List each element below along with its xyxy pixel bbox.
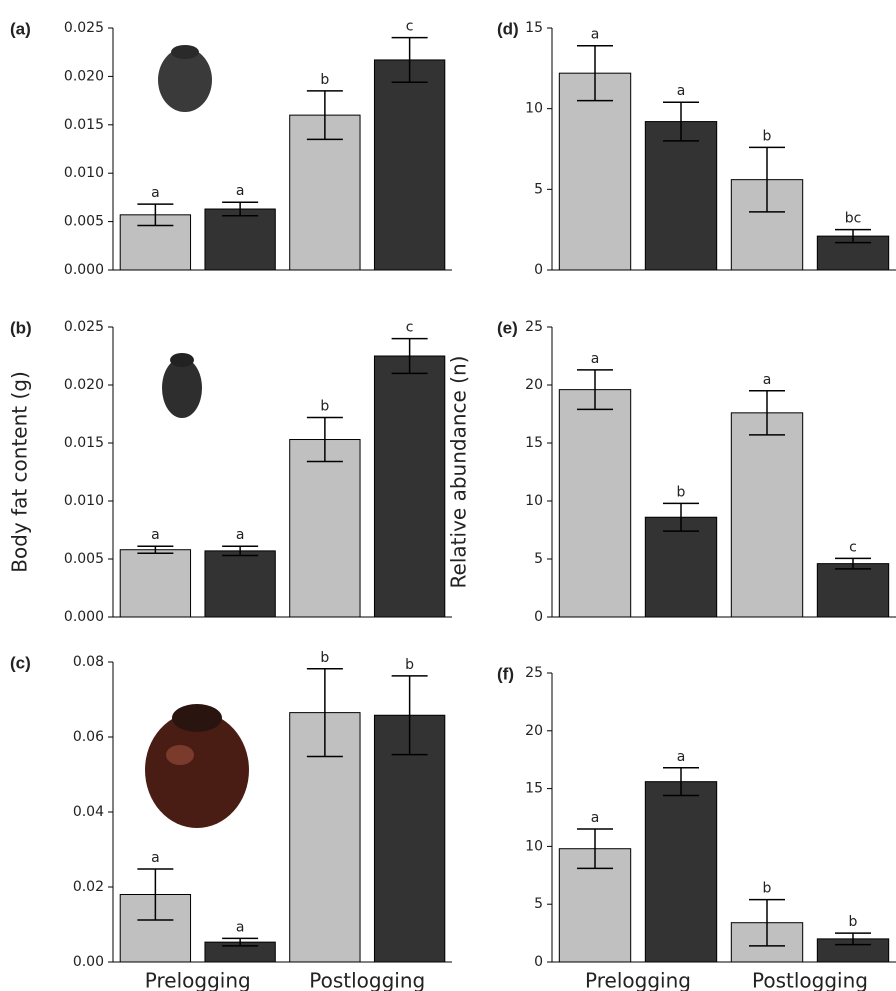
y-tick-label: 0.025 [64,20,104,36]
significance-letter: b [763,881,772,897]
y-tick-label: 25 [525,319,543,335]
significance-letter: a [591,27,600,43]
bar [645,517,716,617]
panel-label: (c) [10,653,31,672]
bar [817,564,888,617]
significance-letter: bc [845,211,862,227]
significance-letter: a [591,351,600,367]
panel-label: (a) [10,19,31,38]
y-axis-label: Relative abundance (n) [447,356,471,589]
y-tick-label: 10 [525,101,543,117]
x-group-label: Prelogging [585,969,691,991]
y-tick-label: 15 [525,20,543,36]
beetle-icon [162,353,202,418]
significance-letter: a [591,810,600,826]
y-tick-label: 0.020 [64,377,104,393]
panel-label: (f) [497,664,514,683]
bar [120,550,190,617]
y-tick-label: 5 [534,181,543,197]
significance-letter: a [677,83,686,99]
y-tick-label: 0 [534,609,543,625]
significance-letter: b [320,72,329,88]
y-tick-label: 10 [525,493,543,509]
y-tick-label: 0.005 [64,214,104,230]
y-tick-label: 0.005 [64,551,104,567]
y-tick-label: 0 [534,954,543,970]
y-tick-label: 20 [525,377,543,393]
y-tick-label: 0.015 [64,435,104,451]
panel-label: (d) [497,19,519,38]
beetle-icon [145,704,249,828]
significance-letter: c [849,539,857,555]
bar [374,60,444,270]
significance-letter: b [677,484,686,500]
significance-letter: a [236,183,245,199]
significance-letter: a [151,527,160,543]
significance-letter: a [763,372,772,388]
y-tick-label: 5 [534,551,543,567]
y-tick-label: 0.04 [73,804,104,820]
significance-letter: b [320,398,329,414]
bar [731,413,802,617]
x-group-label: Postlogging [309,969,425,991]
y-tick-label: 25 [525,665,543,681]
x-group-label: Prelogging [145,969,251,991]
y-tick-label: 10 [525,838,543,854]
y-tick-label: 0.00 [73,954,104,970]
y-tick-label: 0.015 [64,117,104,133]
bar [374,356,444,617]
y-tick-label: 0.06 [73,729,104,745]
significance-letter: c [406,320,414,336]
significance-letter: b [320,650,329,666]
y-tick-label: 5 [534,896,543,912]
y-tick-label: 0.02 [73,879,104,895]
y-tick-label: 0.020 [64,68,104,84]
significance-letter: b [849,914,858,930]
significance-letter: a [236,919,245,935]
beetle-icon [158,45,212,112]
significance-letter: a [151,185,160,201]
x-group-label: Postlogging [752,969,868,991]
y-axis-label: Body fat content (g) [8,371,32,573]
bar [559,73,630,270]
y-tick-label: 0.08 [73,654,104,670]
y-tick-label: 15 [525,781,543,797]
significance-letter: c [406,19,414,35]
bar [290,440,360,617]
significance-letter: b [405,657,414,673]
y-tick-label: 0.025 [64,319,104,335]
y-tick-label: 0 [534,262,543,278]
y-tick-label: 0.010 [64,493,104,509]
y-tick-label: 0.010 [64,165,104,181]
significance-letter: b [763,128,772,144]
bar [205,551,275,617]
significance-letter: a [236,527,245,543]
figure: (a)0.0000.0050.0100.0150.0200.025aabc(b)… [0,0,896,991]
bar [559,390,630,617]
bar [645,122,716,270]
panel-label: (e) [497,318,518,337]
y-tick-label: 20 [525,723,543,739]
panel-label: (b) [10,318,32,337]
significance-letter: a [677,749,686,765]
bar [645,782,716,962]
y-tick-label: 0.000 [64,609,104,625]
significance-letter: a [151,850,160,866]
y-tick-label: 15 [525,435,543,451]
bar [205,209,275,270]
y-tick-label: 0.000 [64,262,104,278]
